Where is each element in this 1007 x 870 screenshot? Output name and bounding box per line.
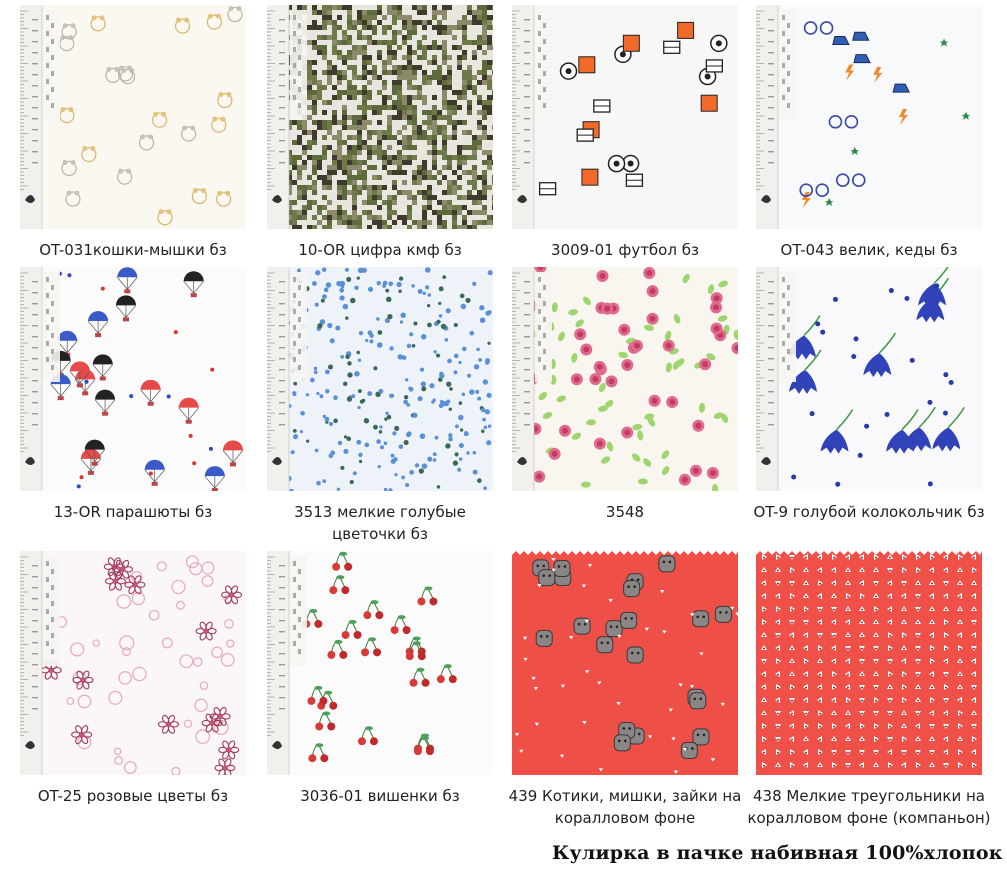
fabric-swatch[interactable] [20,267,246,491]
cherries-icon [267,551,493,775]
fabric-caption: 439 Котики, мишки, зайки на коралловом ф… [508,787,742,827]
fabric-caption: OT-25 розовые цветы бз [37,787,229,805]
cats-mice-icon [20,5,246,229]
fabric-swatch[interactable] [512,5,738,229]
fabric-caption: 13-OR парашюты бз [53,503,213,521]
pink-roses-icon [512,267,738,491]
fabric-caption: 3548 [605,503,645,521]
fabric-swatch[interactable] [512,267,738,491]
catalog-footer-title: Кулирка в пачке набивная 100%хлопок [552,842,1003,864]
bluebell-icon [756,267,982,491]
fabric-caption: 438 Мелкие треугольники на коралловом фо… [747,787,991,827]
bike-sneakers-icon [756,5,982,229]
fabric-swatch[interactable] [267,5,493,229]
fabric-caption: OT-043 велик, кеды бз [780,241,958,259]
fabric-swatch[interactable] [267,267,493,491]
triangles-coral-icon [756,551,982,775]
fabric-swatch[interactable] [20,551,246,775]
fabric-caption: OT-9 голубой колокольчик бз [753,503,985,521]
animals-coral-icon [512,551,738,775]
fabric-swatch[interactable] [512,551,738,775]
fabric-swatch[interactable] [756,267,982,491]
football-icon [512,5,738,229]
fabric-caption: 3036-01 вишенки бз [300,787,460,805]
fabric-swatch[interactable] [267,551,493,775]
fabric-catalog-grid: OT-031кошки-мышки бз 10-OR цифра кмф бз … [20,5,991,827]
pink-flowers-icon [20,551,246,775]
digital-camo-icon [267,5,493,229]
fabric-swatch[interactable] [20,5,246,229]
fabric-caption: OT-031кошки-мышки бз [39,241,227,259]
fabric-caption: 10-OR цифра кмф бз [298,241,462,259]
parachutes-icon [20,267,246,491]
small-blue-flowers-icon [267,267,493,491]
fabric-caption: 3513 мелкие голубые цветочки бз [294,503,466,543]
fabric-swatch[interactable] [756,5,982,229]
fabric-caption: 3009-01 футбол бз [551,241,699,259]
fabric-swatch[interactable] [756,551,982,775]
